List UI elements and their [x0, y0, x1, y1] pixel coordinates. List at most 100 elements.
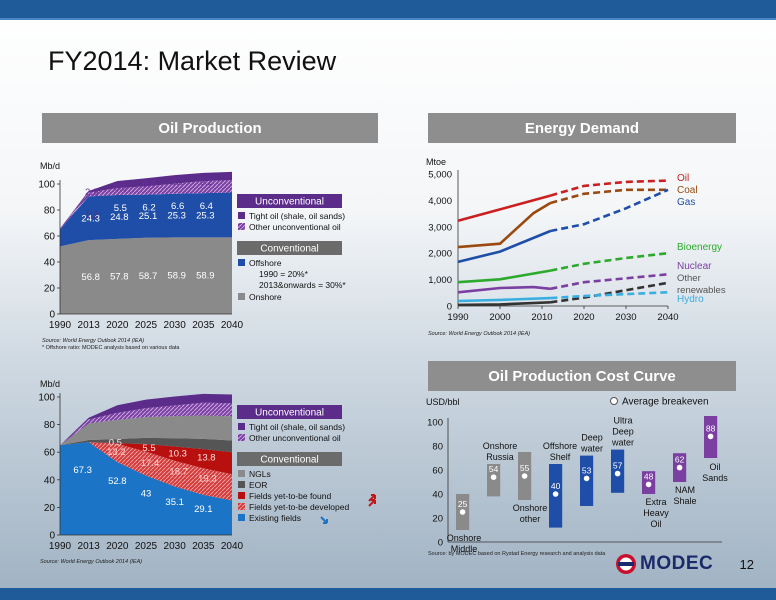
label-tight-oil: 5.5 [114, 203, 127, 214]
legend-tight-oil: Tight oil (shale, oil sands) [249, 211, 345, 221]
average-breakeven-marker [645, 481, 652, 488]
y-unit-label: Mtoe [426, 157, 446, 167]
category-label: Ultra [613, 416, 632, 426]
legend-unconventional-title-bar [237, 405, 342, 419]
x-tick-label: 2020 [573, 312, 594, 323]
category-label: Onshore [483, 441, 518, 451]
oil-production-source: Source: World Energy Outlook 2014 (IEA) [42, 338, 145, 344]
category-label: Oil [710, 462, 721, 472]
legend-fields-yet-to-be-developed: Fields yet-to-be developed [249, 502, 349, 512]
y-tick-label: 100 [427, 418, 443, 429]
line-bioenergy-projection [550, 251, 669, 272]
bottom-bar [0, 588, 776, 600]
label-tight-oil: 6.2 [142, 202, 155, 213]
x-tick-label: 2040 [221, 541, 244, 552]
series-label-oil: Oil [677, 173, 689, 184]
average-value-label: 88 [706, 423, 716, 433]
line-oil-historical [457, 194, 551, 222]
cost-curve-source: Source: by MODEC based on Rystad Energy … [428, 551, 606, 557]
y-tick-label: 0 [447, 302, 452, 313]
average-value-label: 53 [582, 465, 592, 475]
legend-conventional-title-bar [237, 241, 342, 255]
legend-existing-fields: Existing fields [249, 513, 301, 523]
modec-logo-text: MODEC [640, 553, 714, 574]
area-fields-yet-to-be-found [60, 442, 232, 475]
legend-conventional-title: Conventional [260, 455, 318, 466]
y-tick-label: 20 [44, 503, 56, 514]
category-label: Heavy [643, 508, 669, 518]
y-tick-label: 60 [432, 466, 443, 477]
oil-production-footnote: * Offshore ratio: MODEC analysis based o… [42, 345, 180, 351]
category-label: Middle [451, 544, 478, 552]
area-onshore [60, 237, 232, 314]
label-other-unconventional: 9.2 [200, 177, 213, 188]
category-label: Deep [581, 433, 603, 443]
x-tick-label: 2035 [192, 541, 215, 552]
average-value-label: 57 [613, 461, 623, 471]
x-tick-label: 2030 [164, 320, 187, 331]
label-offshore: 24.8 [110, 212, 129, 223]
label-offshore: 25.3 [196, 210, 215, 221]
x-tick-label: 2025 [135, 320, 158, 331]
x-tick-label: 2013 [78, 320, 101, 331]
average-value-label: 40 [551, 481, 561, 491]
line-nuclear-projection [550, 273, 669, 291]
label-offshore: 24.3 [81, 213, 100, 224]
energy-demand-header: Energy Demand [428, 113, 736, 143]
top-bar [0, 0, 776, 18]
category-label: Deep [612, 427, 634, 437]
legend-swatch-tight-oil [238, 212, 245, 219]
average-value-label: 55 [520, 463, 530, 473]
area-other-unconventional [60, 180, 232, 230]
y-tick-label: 80 [44, 420, 56, 431]
x-tick-label: 1990 [49, 541, 72, 552]
category-label: Oil [651, 519, 662, 529]
line-gas-projection [550, 188, 669, 233]
label-onshore: 58.9 [167, 271, 186, 282]
average-breakeven-marker [707, 433, 714, 440]
label-tight-oil: 6.4 [200, 201, 213, 212]
y-tick-label: 0 [49, 310, 55, 321]
label-existing-fields: 35.1 [165, 497, 184, 508]
label-other-unconventional: 6.4 [142, 179, 155, 190]
label-onshore: 58.9 [196, 271, 215, 282]
legend-other-unconventional: Other unconventional oil [249, 433, 341, 443]
label-other-unconventional: 7.7 [171, 177, 184, 188]
x-tick-label: 2040 [657, 312, 678, 323]
average-value-label: 54 [489, 464, 499, 474]
category-label: Onshore [447, 533, 482, 543]
y-tick-label: 40 [44, 258, 56, 269]
y-tick-label: 60 [44, 448, 56, 459]
label-fields-yet-to-be-found: 0.5 [109, 438, 122, 449]
legend-swatch-other-unconventional [238, 434, 245, 441]
legend-swatch-fields-yet-to-be-found [238, 492, 245, 499]
average-breakeven-marker [490, 474, 497, 480]
x-tick-label: 2013 [78, 541, 101, 552]
category-label: NAM [675, 485, 695, 495]
legend-average-breakeven: Average breakeven [622, 397, 709, 408]
cost-curve-chart: USD/bbl Average breakeven 0 20 40 60 80 100 25 On… [426, 397, 728, 553]
line-coal-projection [550, 188, 668, 205]
label-onshore: 56.8 [81, 272, 100, 283]
legend-swatch-fields-yet-to-be-developed [238, 503, 245, 510]
label-other-unconventional: 5.3 [114, 182, 127, 193]
label-fields-yet-to-be-developed: 17.4 [141, 458, 160, 469]
label-fields-yet-to-be-developed: 13.2 [107, 447, 126, 458]
modec-logo-mark [616, 554, 636, 574]
y-tick-label: 60 [44, 232, 56, 243]
average-breakeven-marker [459, 509, 466, 515]
average-breakeven-marker [583, 475, 590, 482]
category-label: Russia [486, 452, 514, 462]
arrow-up-icon [368, 499, 376, 507]
x-tick-label: 2020 [106, 320, 129, 331]
area-eor [60, 437, 232, 453]
y-tick-label: 100 [38, 180, 55, 191]
average-breakeven-marker [552, 491, 559, 497]
average-breakeven-marker [676, 464, 683, 471]
x-tick-label: 2030 [164, 541, 187, 552]
label-tight-oil: 1.2 [85, 210, 98, 221]
x-tick-label: 2035 [192, 320, 215, 331]
average-value-label: 25 [458, 499, 468, 509]
